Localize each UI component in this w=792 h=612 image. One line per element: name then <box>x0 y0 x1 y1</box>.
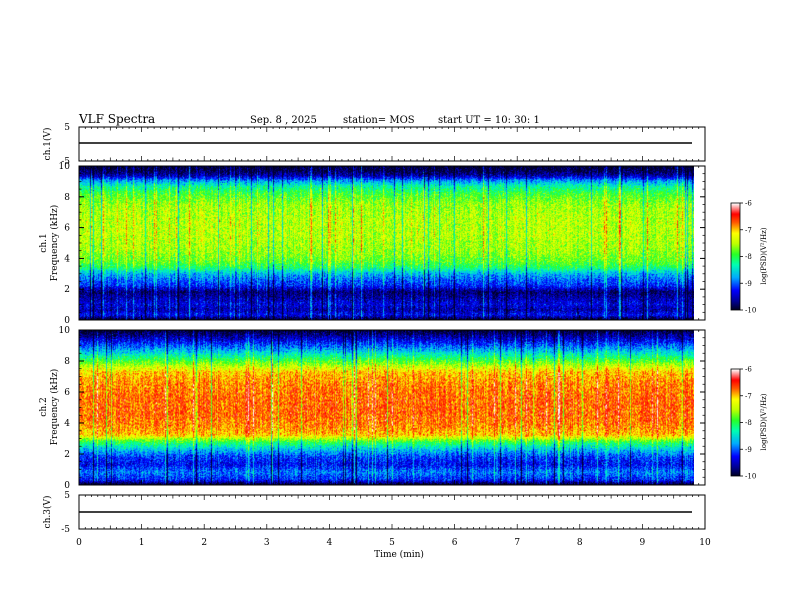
start-time-label: start UT = 10: 30: 1 <box>438 115 540 126</box>
x-tick-label: 10 <box>699 538 711 548</box>
ch2-spectrogram-ylabel-line1: ch.2 <box>39 397 49 416</box>
ch1-spectrogram-colorbar-tick-label: -8 <box>745 253 752 261</box>
ch2-colorbar-image <box>731 369 740 476</box>
ch1-spectrogram-ytick-label: 8 <box>64 193 70 203</box>
ch2-spectrogram-ylabel-line2: Frequency (kHz) <box>49 369 60 446</box>
ch2-spectrogram-ytick-label: 6 <box>64 388 70 398</box>
ch2-spectrogram-image <box>79 330 694 485</box>
x-tick-label: 6 <box>452 538 458 548</box>
ch1-spectrogram-colorbar-tick-label: -7 <box>745 226 752 234</box>
x-tick-label: 0 <box>76 538 82 548</box>
ch1-spectrogram-colorbar-tick-label: -10 <box>745 307 756 315</box>
ch2-spectrogram-ytick-label: 4 <box>64 419 70 429</box>
ch1-spectrogram-ytick-label: 6 <box>64 224 70 234</box>
ch1-spectrogram-image <box>79 166 694 320</box>
ch1-spectrogram-colorbar-tick-label: -9 <box>745 280 752 288</box>
ch1-spectrogram-ytick-label: 0 <box>64 316 70 326</box>
ch3-waveform-ytick-label: -5 <box>61 525 70 535</box>
ch2-spectrogram-colorbar-tick-label: -10 <box>745 473 756 481</box>
x-tick-label: 9 <box>640 538 646 548</box>
x-tick-label: 2 <box>201 538 207 548</box>
ch1-spectrogram-ytick-label: 4 <box>64 254 70 264</box>
ch3-waveform-ylabel: ch.3(V) <box>42 496 53 529</box>
ch1-spectrogram-colorbar-tick-label: -6 <box>745 200 752 208</box>
x-tick-label: 8 <box>577 538 583 548</box>
ch2-spectrogram-ytick-label: 8 <box>64 357 70 367</box>
ch1-waveform-ytick-label: -5 <box>61 157 70 167</box>
x-tick-label: 1 <box>139 538 145 548</box>
x-axis-label: Time (min) <box>374 549 424 560</box>
figure-title: VLF Spectra <box>78 112 155 126</box>
ch2-spectrogram-ytick-label: 2 <box>64 450 70 460</box>
ch2-spectrogram-colorbar-tick-label: -8 <box>745 419 752 427</box>
station-label: station= MOS <box>343 115 415 126</box>
ch1-colorbar-label: log(PSD)(V²/Hz) <box>760 227 768 284</box>
x-tick-label: 4 <box>327 538 333 548</box>
ch2-spectrogram-colorbar-tick-label: -7 <box>745 392 752 400</box>
ch1-colorbar-image <box>731 203 740 310</box>
ch2-colorbar-label: log(PSD)(V²/Hz) <box>760 393 768 450</box>
x-tick-label: 5 <box>389 538 395 548</box>
ch2-spectrogram-colorbar-tick-label: -9 <box>745 446 752 454</box>
x-tick-label: 7 <box>514 538 520 548</box>
ch1-spectrogram-ylabel-line2: Frequency (kHz) <box>49 205 60 282</box>
ch2-spectrogram-ytick-label: 10 <box>59 326 71 336</box>
ch3-waveform-ytick-label: 5 <box>64 491 70 501</box>
ch1-waveform-frame <box>78 126 706 162</box>
ch2-spectrogram-ytick-label: 0 <box>64 481 70 491</box>
ch1-spectrogram-ytick-label: 2 <box>64 285 70 295</box>
x-tick-label: 3 <box>264 538 270 548</box>
ch1-spectrogram-ylabel-line1: ch.1 <box>39 233 49 252</box>
date-label: Sep. 8 , 2025 <box>250 115 317 126</box>
ch1-waveform-ytick-label: 5 <box>64 123 70 133</box>
ch1-spectrogram-ytick-label: 10 <box>59 162 71 172</box>
ch2-spectrogram-colorbar-tick-label: -6 <box>745 366 752 374</box>
ch1-waveform-ylabel: ch.1(V) <box>42 128 53 161</box>
